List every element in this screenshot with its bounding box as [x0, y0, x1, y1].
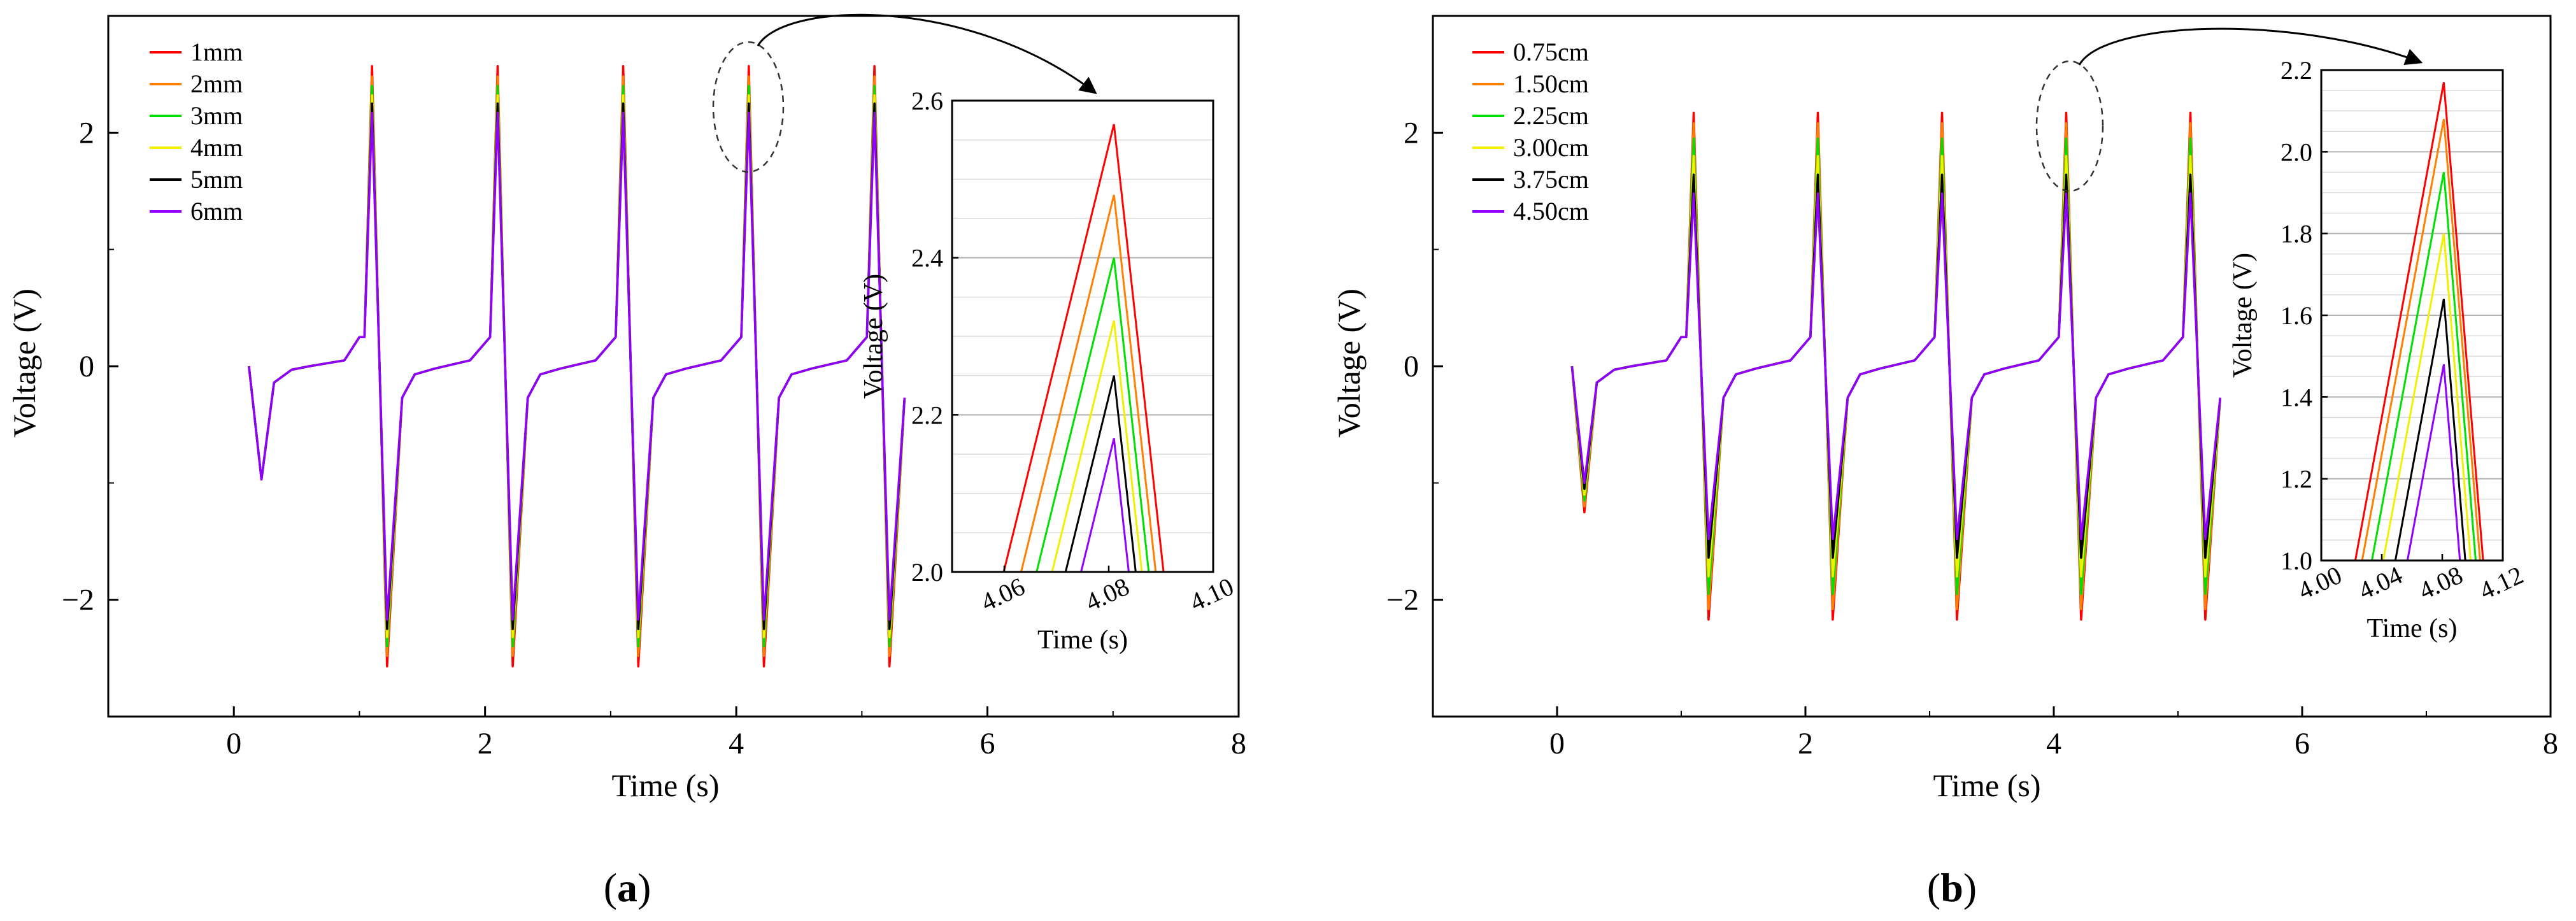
inset-y-tick-label: 1.8: [2281, 220, 2312, 248]
x-tick-label: 6: [980, 727, 995, 760]
legend-label: 6mm: [190, 197, 243, 225]
inset-y-axis-title: Voltage (V): [859, 274, 888, 399]
legend: 1mm 2mm 3mm 4mm 5mm 6mm: [150, 38, 243, 225]
legend-label: 5mm: [190, 165, 243, 194]
series-line-3mm: [248, 85, 906, 648]
x-tick-label: 6: [2295, 727, 2310, 760]
x-tick-label: 0: [1549, 727, 1565, 760]
y-tick-label: 0: [79, 350, 94, 383]
y-tick-label: −2: [1386, 583, 1419, 617]
inset-y-tick-label: 1.2: [2281, 465, 2312, 494]
inset-y-tick-label: 1.6: [2281, 301, 2312, 330]
legend-label: 4mm: [190, 133, 243, 162]
legend-label: 2mm: [190, 69, 243, 98]
series-line-1mm: [248, 65, 906, 668]
inset-series-line-1mm: [1002, 124, 1165, 572]
legend-label: 1mm: [190, 38, 243, 66]
series-line-6mm: [248, 111, 906, 621]
panel-a: 0 2 4 6 8 −2 0 2 2.0 2.2 2.4 2.6 4.06 4.08 4.10 Time (…: [6, 13, 1246, 910]
inset-series-line-0.75cm: [2354, 82, 2484, 560]
inset-series-line-3.00cm: [2382, 233, 2472, 560]
inset-series-line-4.50cm: [2406, 364, 2461, 560]
inset-plot-area: 1.01.21.41.61.82.02.24.00 4.04 4.08 4.12Tim…: [2228, 56, 2528, 643]
panel-label-b: (b): [1927, 865, 1977, 910]
inset-x-tick-label: 4.12: [2475, 560, 2527, 605]
legend-label: 3.00cm: [1513, 133, 1589, 162]
inset-x-tick-label: 4.04: [2354, 560, 2406, 605]
series-line-3.00cm: [1570, 155, 2222, 578]
y-axis-title: Voltage (V): [1331, 289, 1367, 438]
series-line-4mm: [248, 94, 906, 639]
inset-frame: [951, 99, 1214, 573]
x-tick-label: 4: [2046, 727, 2061, 760]
x-tick-label: 2: [1798, 727, 1813, 760]
legend-label: 1.50cm: [1513, 69, 1589, 98]
y-tick-label: −2: [62, 583, 94, 617]
inset-x-tick-label: 4.10: [1185, 572, 1237, 617]
legend-label: 0.75cm: [1513, 38, 1589, 66]
legend-label: 2.25cm: [1513, 101, 1589, 130]
inset-series-line-6mm: [1080, 438, 1130, 572]
x-tick-label: 0: [226, 727, 241, 760]
series-line-2mm: [248, 75, 906, 657]
series-line-3.75cm: [1570, 173, 2222, 559]
inset-x-axis-title: Time (s): [1037, 625, 1128, 655]
inset-x-tick-label: 4.06: [976, 572, 1028, 617]
zoom-region-ellipse: [712, 41, 785, 173]
inset-y-tick-label: 1.4: [2281, 383, 2312, 411]
inset-y-tick-label: 2.2: [2281, 56, 2312, 85]
x-axis-title: Time (s): [1933, 768, 2040, 803]
inset-series-line-1.50cm: [2361, 118, 2481, 560]
y-axis-title: Voltage (V): [6, 289, 42, 438]
main-plot-area: 0 2 4 6 8 −2 0 2: [1386, 15, 2558, 760]
x-tick-label: 4: [729, 727, 744, 760]
series-line-4.50cm: [1570, 192, 2222, 541]
series-line-2.25cm: [1570, 137, 2222, 596]
series-line-1.50cm: [1570, 122, 2222, 611]
panel-b: 0 2 4 6 8−202 1.01.21.41.61.82.02.24.00 4.04 4…: [1331, 15, 2558, 910]
inset-series-line-4mm: [1051, 320, 1143, 572]
inset-y-tick-label: 1.0: [2281, 546, 2312, 575]
legend-label: 4.50cm: [1513, 197, 1589, 225]
y-tick-label: 0: [1404, 350, 1419, 383]
x-axis-title: Time (s): [611, 768, 719, 803]
inset-series-line-3mm: [1035, 257, 1150, 572]
inset-series-group: [2354, 82, 2484, 560]
inset-x-tick-label: 4.08: [1081, 572, 1133, 617]
inset-y-tick-label: 2.0: [2281, 138, 2312, 166]
series-line-5mm: [248, 102, 906, 631]
inset-y-tick-label: 2.0: [911, 558, 943, 587]
inset-plot-area: 2.0 2.2 2.4 2.6 4.06 4.08 4.10 Time (s) Voltage …: [859, 87, 1238, 655]
x-tick-label: 2: [478, 727, 493, 760]
panel-label-a: (a): [604, 865, 651, 910]
inset-series-line-3.75cm: [2394, 299, 2466, 560]
legend-label: 3.75cm: [1513, 165, 1589, 194]
x-tick-label: 8: [2543, 727, 2558, 760]
inset-series-line-2.25cm: [2371, 172, 2477, 560]
series-line-0.75cm: [1570, 111, 2222, 621]
inset-y-tick-label: 2.4: [911, 244, 943, 273]
zoom-arrow: [2078, 27, 2423, 66]
y-tick-label: 2: [79, 116, 94, 150]
inset-series-group: [1002, 124, 1165, 572]
inset-x-axis-title: Time (s): [2367, 614, 2458, 643]
inset-y-tick-label: 2.6: [911, 87, 943, 115]
zoom-arrow: [757, 13, 1097, 94]
inset-series-line-2mm: [1020, 194, 1157, 572]
x-tick-label: 8: [1231, 727, 1246, 760]
y-tick-label: 2: [1404, 116, 1419, 150]
inset-y-axis-title: Voltage (V): [2228, 253, 2258, 378]
inset-y-tick-label: 2.2: [911, 401, 943, 429]
inset-x-tick-label: 4.08: [2414, 560, 2466, 605]
zoom-region-ellipse: [2035, 60, 2104, 192]
inset-series-line-5mm: [1064, 375, 1137, 572]
legend: 0.75cm 1.50cm 2.25cm 3.00cm 3.75cm 4.50cm: [1472, 38, 1589, 225]
legend-label: 3mm: [190, 101, 243, 130]
main-plot-area: 0 2 4 6 8 −2 0 2: [62, 13, 1246, 760]
